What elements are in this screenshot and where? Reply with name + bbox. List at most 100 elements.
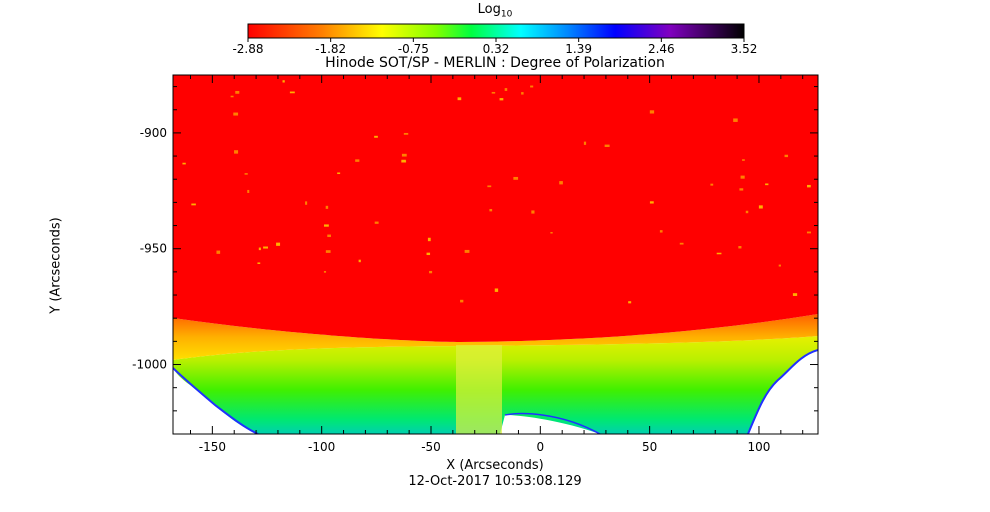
- x-axis-ticks: -150 -100 -50 0 50 100: [189, 75, 804, 454]
- x-tick-label: -150: [199, 440, 226, 454]
- observation-timestamp: 12-Oct-2017 10:53:08.129: [408, 474, 582, 489]
- polarization-feature: [550, 232, 553, 234]
- polarization-feature: [758, 205, 763, 209]
- polarization-feature: [765, 183, 769, 186]
- colorbar: [247, 23, 745, 39]
- polarization-feature: [282, 80, 285, 83]
- polarization-feature: [530, 85, 534, 88]
- colorbar-tick-label: 3.52: [731, 42, 758, 56]
- polarization-feature: [191, 203, 196, 206]
- polarization-feature: [489, 208, 493, 212]
- polarization-feature: [494, 288, 499, 292]
- polarization-feature: [216, 250, 221, 254]
- polarization-feature: [487, 185, 492, 188]
- polarization-feature: [742, 159, 745, 161]
- plot-title: Hinode SOT/SP - MERLIN : Degree of Polar…: [325, 55, 665, 71]
- colorbar-title: Log10: [0, 2, 990, 20]
- colorbar-title-main: Log: [477, 2, 501, 17]
- polarization-feature: [659, 230, 663, 233]
- x-tick-label: -50: [421, 440, 441, 454]
- y-tick-label: -950: [140, 242, 167, 256]
- polarization-feature: [649, 110, 655, 114]
- polarization-feature: [679, 242, 684, 245]
- polarization-feature: [427, 237, 431, 242]
- off-limb-edge-right: [747, 349, 818, 434]
- polarization-feature: [289, 91, 295, 94]
- polarization-feature: [559, 181, 563, 185]
- colorbar-tick-label: 1.39: [565, 42, 592, 56]
- polarization-feature: [649, 201, 654, 204]
- limb-transition-band: [173, 314, 818, 360]
- polarization-feature: [325, 205, 329, 209]
- polarization-feature: [778, 264, 781, 267]
- polarization-feature: [807, 184, 811, 188]
- polarization-feature: [323, 224, 329, 227]
- polarization-feature: [583, 141, 587, 145]
- polarization-feature: [403, 132, 409, 135]
- colorbar-title-subscript: 10: [500, 9, 513, 20]
- polarization-feature: [504, 88, 508, 91]
- off-limb-edge-center: [504, 412, 601, 434]
- polarization-feature: [426, 252, 431, 256]
- polarization-feature: [374, 135, 378, 138]
- polarization-feature: [263, 246, 268, 249]
- polarization-feature: [182, 162, 186, 165]
- polarization-feature: [305, 201, 308, 205]
- polarization-feature: [276, 242, 281, 246]
- polarization-features: [182, 80, 811, 304]
- x-tick-label: -100: [308, 440, 335, 454]
- scan-artifact-strip: [456, 345, 502, 434]
- polarization-feature: [327, 234, 331, 238]
- polarization-feature: [531, 210, 535, 214]
- polarization-feature: [464, 249, 470, 253]
- polarization-feature: [235, 90, 240, 94]
- polarization-feature: [374, 221, 379, 224]
- y-tick-label: -1000: [132, 358, 167, 372]
- polarization-feature: [358, 259, 361, 263]
- polarization-feature: [460, 299, 464, 303]
- polarization-feature: [710, 183, 714, 186]
- polarization-feature: [257, 262, 261, 264]
- polarization-feature: [806, 231, 811, 234]
- polarization-feature: [323, 271, 327, 273]
- colorbar-tick-label: -0.75: [398, 42, 429, 56]
- polarization-feature: [716, 252, 722, 255]
- polarization-feature: [521, 92, 524, 95]
- x-tick-label: 50: [642, 440, 657, 454]
- colorbar-ticks: -2.88 -1.82 -0.75 0.32 1.39 2.46 3.52: [232, 38, 757, 56]
- polarization-feature: [491, 91, 496, 94]
- polarization-feature: [325, 250, 331, 253]
- polarization-feature: [244, 173, 248, 175]
- plot-frame: [172, 74, 819, 435]
- polarization-feature: [739, 188, 744, 191]
- off-limb-edge-left: [173, 367, 259, 434]
- polarization-feature: [233, 112, 239, 116]
- x-tick-label: 100: [748, 440, 771, 454]
- polarization-feature: [740, 175, 745, 179]
- colorbar-tick-label: 2.46: [648, 42, 675, 56]
- polarization-feature: [337, 172, 341, 175]
- y-axis-ticks: -900 -950 -1000: [132, 86, 818, 435]
- colorbar-tick-label: 0.32: [483, 42, 510, 56]
- colorbar-tick-label: -2.88: [232, 42, 263, 56]
- colorbar-tick-label: -1.82: [315, 42, 346, 56]
- polarization-feature: [401, 159, 406, 163]
- polarization-feature: [738, 246, 742, 249]
- polarization-feature: [230, 95, 234, 98]
- polarization-feature: [247, 189, 250, 193]
- polarization-feature: [513, 176, 519, 180]
- x-tick-label: 0: [537, 440, 545, 454]
- polarization-feature: [628, 301, 632, 304]
- polarization-feature: [401, 153, 407, 157]
- polarization-feature: [604, 144, 610, 147]
- polarization-feature: [784, 154, 789, 158]
- polarization-feature: [457, 97, 462, 101]
- plot-area: [173, 75, 818, 434]
- polarization-feature: [792, 293, 798, 296]
- on-disk-region: [173, 75, 818, 342]
- polarization-feature: [429, 270, 433, 274]
- polarization-feature: [745, 210, 749, 214]
- x-axis-label: X (Arcseconds): [446, 458, 544, 473]
- polarization-feature: [499, 98, 504, 101]
- polarization-feature: [733, 118, 738, 122]
